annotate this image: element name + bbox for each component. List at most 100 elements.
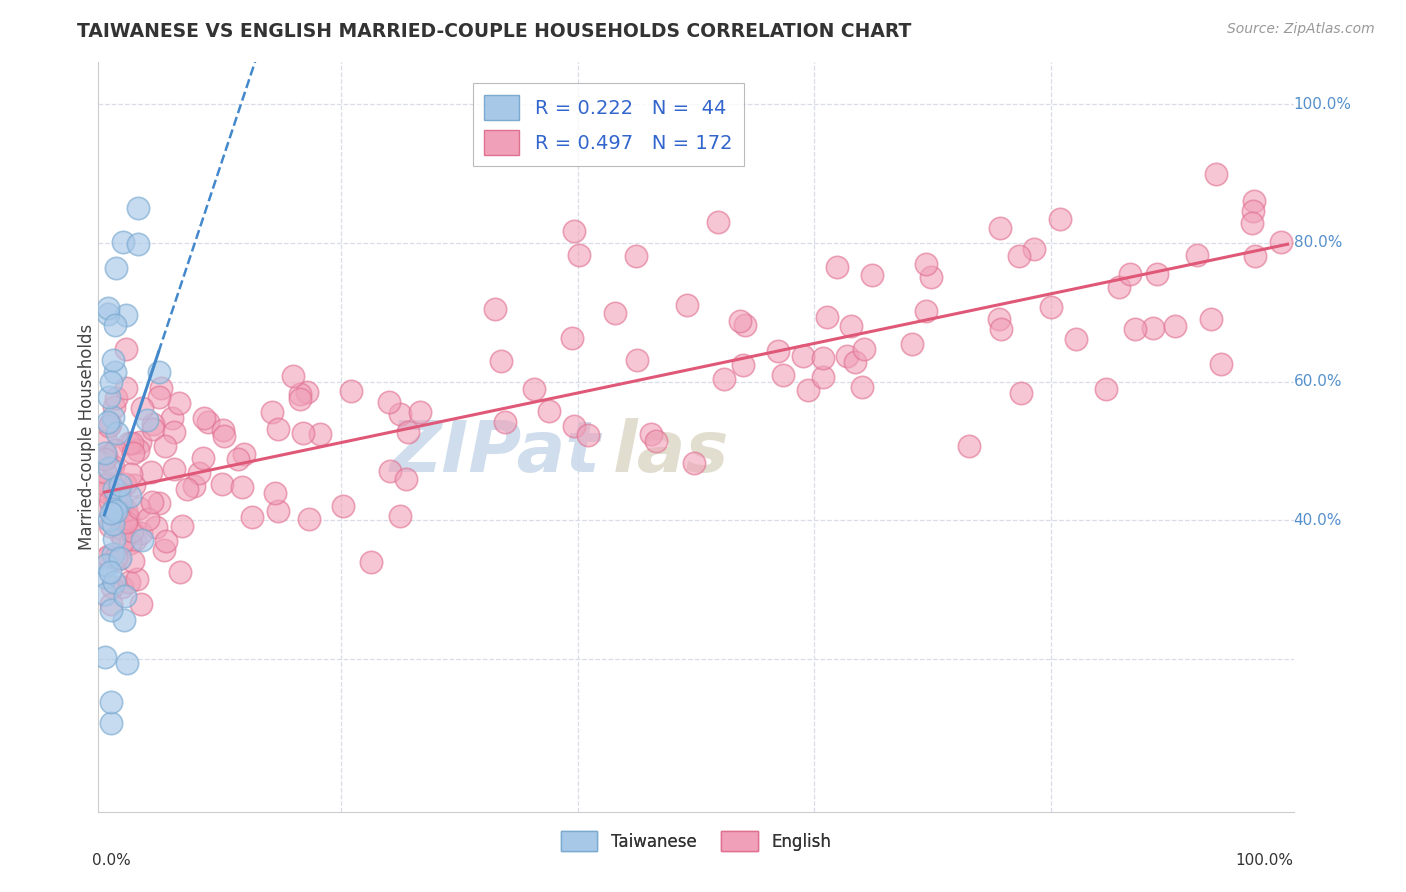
Point [105, 488, 128, 502]
Point [188, 466, 211, 480]
Point [108, 478, 131, 492]
Y-axis label: Married-couple Households: Married-couple Households [79, 324, 96, 550]
Point [288, 392, 311, 406]
Point [1270, 235, 1292, 249]
Point [396, 425, 419, 439]
Point [360, 556, 382, 570]
Point [97, 549, 120, 563]
Point [114, 342, 136, 356]
Point [145, 520, 167, 534]
Point [98, 514, 121, 528]
Point [98, 565, 121, 579]
Text: 80.0%: 80.0% [1294, 235, 1341, 251]
Point [1241, 204, 1264, 219]
Point [94, 452, 117, 467]
Point [915, 304, 938, 318]
Point [683, 456, 706, 470]
Point [108, 526, 131, 541]
Point [626, 352, 648, 367]
Point [733, 359, 755, 373]
Point [1064, 332, 1087, 346]
Point [98, 417, 121, 431]
Point [96, 550, 118, 565]
Point [94, 478, 117, 492]
Text: TAIWANESE VS ENGLISH MARRIED-COUPLE HOUSEHOLDS CORRELATION CHART: TAIWANESE VS ENGLISH MARRIED-COUPLE HOUS… [77, 22, 911, 41]
Point [112, 613, 135, 627]
Point [129, 525, 152, 540]
Text: ZIPat: ZIPat [389, 417, 600, 486]
Point [127, 572, 149, 586]
Point [139, 465, 162, 479]
Point [1095, 383, 1118, 397]
Point [172, 518, 194, 533]
Point [103, 575, 125, 590]
Point [96, 558, 118, 572]
Point [395, 472, 418, 486]
Point [153, 542, 176, 557]
Point [231, 480, 253, 494]
Point [226, 451, 249, 466]
Point [1187, 247, 1209, 261]
Point [104, 442, 127, 457]
Point [792, 349, 814, 363]
Point [101, 547, 124, 561]
Point [121, 436, 143, 450]
Point [562, 419, 585, 434]
Point [131, 533, 153, 548]
Point [97, 461, 120, 475]
Point [537, 403, 560, 417]
Point [853, 342, 876, 356]
Point [114, 308, 136, 322]
Point [97, 307, 120, 321]
Point [97, 415, 120, 429]
Point [103, 501, 125, 516]
Point [104, 493, 127, 508]
Point [101, 410, 124, 425]
Point [94, 587, 117, 601]
Point [772, 368, 794, 383]
Point [100, 376, 122, 390]
Point [160, 410, 183, 425]
Point [1049, 211, 1071, 226]
Point [120, 536, 142, 550]
Point [96, 476, 118, 491]
Point [120, 467, 142, 482]
Point [127, 237, 149, 252]
Point [267, 504, 290, 518]
Point [568, 248, 591, 262]
Point [1243, 194, 1265, 208]
Text: 100.0%: 100.0% [1236, 853, 1294, 868]
Point [94, 434, 117, 448]
Point [378, 395, 401, 409]
Point [176, 482, 198, 496]
Point [124, 533, 146, 547]
Point [298, 511, 321, 525]
Text: 60.0%: 60.0% [1294, 374, 1341, 389]
Point [110, 494, 132, 508]
Point [835, 349, 858, 363]
Point [97, 501, 120, 516]
Point [193, 411, 215, 425]
Point [378, 464, 401, 478]
Point [624, 250, 647, 264]
Point [851, 380, 873, 394]
Point [288, 386, 311, 401]
Point [1119, 268, 1142, 282]
Point [309, 427, 332, 442]
Point [211, 477, 233, 491]
Point [97, 390, 120, 404]
Point [240, 510, 263, 524]
Point [389, 407, 412, 421]
Point [101, 353, 124, 368]
Point [815, 310, 838, 324]
Point [561, 331, 583, 345]
Point [264, 486, 287, 500]
Point [117, 511, 139, 525]
Point [114, 589, 136, 603]
Point [142, 422, 165, 436]
Point [122, 477, 145, 491]
Point [920, 270, 942, 285]
Point [135, 413, 157, 427]
Point [118, 574, 141, 589]
Point [645, 434, 668, 448]
